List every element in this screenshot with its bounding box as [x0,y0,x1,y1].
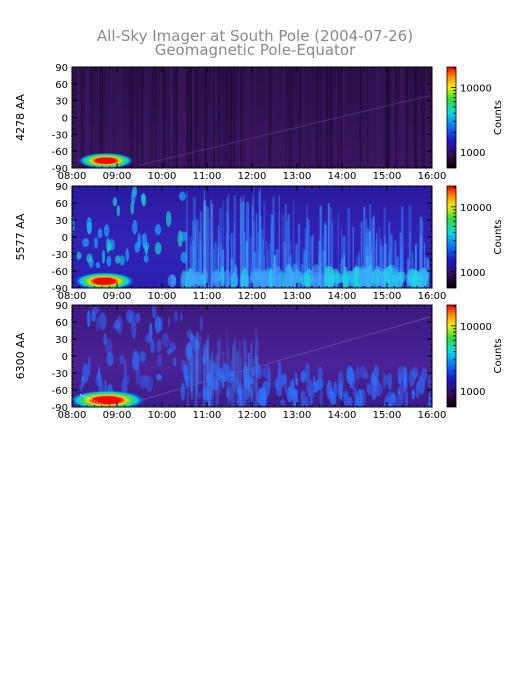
colorbar [447,186,456,288]
y-tick-label: -90 [52,284,68,295]
colorbar [447,305,456,407]
y-tick-label: -60 [52,386,68,397]
colorbar-frame [446,304,457,408]
x-tick-label: 08:00 [58,171,87,182]
colorbar-tick-label: 10000 [460,84,492,95]
x-tick-label: 16:00 [418,171,447,182]
colorbar-frame [446,66,457,169]
colorbar [447,67,456,168]
figure-subtitle: Geomagnetic Pole-Equator [155,41,356,59]
y-tick-label: -30 [52,250,68,261]
x-tick-label: 16:00 [418,410,447,421]
colorbar-frame [446,185,457,289]
y-tick-label: 30 [55,335,68,346]
x-tick-label: 14:00 [328,171,357,182]
x-tick-label: 13:00 [283,171,312,182]
y-axis-label: 6300 AA [14,332,27,379]
y-tick-label: 0 [62,352,68,363]
x-tick-label: 09:00 [103,171,132,182]
x-tick-label: 09:00 [103,410,132,421]
colorbar-tick-label: 1000 [460,268,485,279]
y-tick-label: 60 [55,199,68,210]
x-tick-label: 13:00 [283,410,312,421]
colorbar-label: Counts [493,339,504,374]
y-tick-label: 90 [55,182,68,193]
y-tick-label: 60 [55,318,68,329]
heatmap-image [72,305,432,407]
colorbar-tick-label: 1000 [460,148,485,159]
figure-title: All-Sky Imager at South Pole (2004-07-26… [97,27,413,45]
x-tick-label: 11:00 [193,171,222,182]
x-tick-label: 08:00 [58,291,87,302]
y-tick-label: 30 [55,97,68,108]
y-tick-label: -90 [52,403,68,414]
y-tick-label: 0 [62,114,68,125]
y-tick-label: 0 [62,233,68,244]
colorbar-label: Counts [493,100,504,135]
x-tick-label: 14:00 [328,410,357,421]
heatmap-image [72,186,432,288]
y-tick-label: -60 [52,267,68,278]
x-tick-label: 13:00 [283,291,312,302]
x-tick-label: 15:00 [373,171,402,182]
x-tick-label: 10:00 [148,291,177,302]
y-tick-label: 90 [55,301,68,312]
y-tick-label: -30 [52,130,68,141]
y-axis-label: 5577 AA [14,213,27,260]
y-axis-label: 4278 AA [14,94,27,141]
heatmap-image [72,67,432,168]
x-tick-label: 08:00 [58,410,87,421]
y-tick-label: 30 [55,216,68,227]
x-tick-label: 10:00 [148,410,177,421]
y-tick-label: -90 [52,164,68,175]
x-tick-label: 09:00 [103,291,132,302]
y-tick-label: 90 [55,63,68,74]
y-tick-label: -60 [52,147,68,158]
x-tick-label: 11:00 [193,410,222,421]
x-tick-label: 15:00 [373,291,402,302]
y-tick-label: -30 [52,369,68,380]
x-tick-label: 10:00 [148,171,177,182]
x-tick-label: 15:00 [373,410,402,421]
colorbar-tick-label: 10000 [460,322,492,333]
x-tick-label: 14:00 [328,291,357,302]
colorbar-tick-label: 10000 [460,203,492,214]
x-tick-label: 12:00 [238,410,267,421]
x-tick-label: 11:00 [193,291,222,302]
colorbar-tick-label: 1000 [460,387,485,398]
colorbar-label: Counts [493,220,504,255]
y-tick-label: 60 [55,80,68,91]
x-tick-label: 12:00 [238,291,267,302]
x-tick-label: 12:00 [238,171,267,182]
x-tick-label: 16:00 [418,291,447,302]
